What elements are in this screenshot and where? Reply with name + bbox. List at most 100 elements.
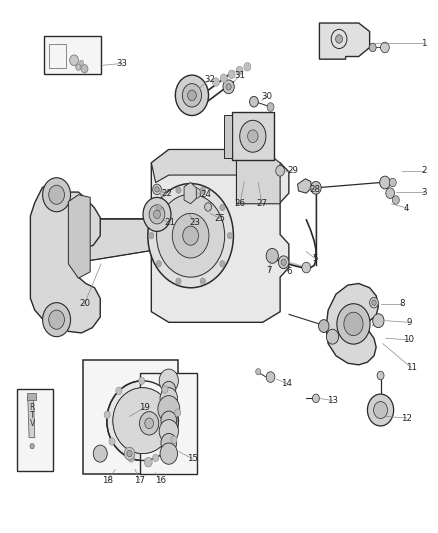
Text: 25: 25 bbox=[214, 214, 226, 223]
Circle shape bbox=[389, 178, 396, 187]
Circle shape bbox=[200, 187, 205, 193]
Circle shape bbox=[171, 436, 177, 443]
Text: 19: 19 bbox=[139, 403, 150, 412]
Circle shape bbox=[160, 387, 177, 409]
Polygon shape bbox=[28, 395, 35, 438]
Circle shape bbox=[192, 188, 201, 198]
Circle shape bbox=[148, 183, 233, 288]
Circle shape bbox=[228, 70, 235, 79]
Text: 30: 30 bbox=[261, 92, 272, 101]
Circle shape bbox=[175, 409, 181, 416]
Circle shape bbox=[160, 443, 177, 464]
Circle shape bbox=[176, 187, 181, 193]
Text: 14: 14 bbox=[281, 379, 292, 388]
Polygon shape bbox=[224, 115, 232, 158]
Polygon shape bbox=[68, 195, 90, 278]
Circle shape bbox=[392, 196, 399, 204]
Text: 7: 7 bbox=[266, 266, 272, 275]
Text: 16: 16 bbox=[155, 476, 166, 484]
Circle shape bbox=[175, 75, 208, 116]
Text: 1: 1 bbox=[421, 39, 427, 48]
Circle shape bbox=[226, 84, 231, 90]
Circle shape bbox=[377, 371, 384, 379]
Circle shape bbox=[79, 60, 84, 66]
Text: V: V bbox=[29, 419, 35, 428]
Text: 17: 17 bbox=[134, 476, 145, 484]
Text: 22: 22 bbox=[161, 189, 172, 198]
Circle shape bbox=[370, 297, 378, 308]
Circle shape bbox=[256, 368, 261, 375]
Circle shape bbox=[266, 372, 275, 382]
Text: 18: 18 bbox=[102, 476, 113, 484]
Circle shape bbox=[155, 187, 159, 192]
Text: 12: 12 bbox=[401, 414, 412, 423]
Circle shape bbox=[227, 232, 233, 239]
Circle shape bbox=[220, 74, 227, 83]
Bar bbox=[141, 373, 197, 474]
Circle shape bbox=[212, 78, 219, 86]
Circle shape bbox=[380, 176, 390, 189]
Text: 5: 5 bbox=[312, 254, 318, 263]
Circle shape bbox=[49, 310, 64, 329]
Circle shape bbox=[281, 259, 286, 265]
Circle shape bbox=[161, 433, 177, 453]
Circle shape bbox=[42, 303, 71, 337]
Text: 4: 4 bbox=[404, 204, 410, 213]
Circle shape bbox=[223, 80, 234, 94]
Circle shape bbox=[367, 394, 394, 426]
Bar bbox=[83, 360, 178, 474]
Circle shape bbox=[183, 226, 198, 245]
Circle shape bbox=[276, 165, 285, 176]
Text: 29: 29 bbox=[287, 166, 298, 175]
Text: 27: 27 bbox=[256, 199, 267, 208]
Text: 32: 32 bbox=[204, 75, 215, 84]
Circle shape bbox=[128, 455, 134, 462]
Text: 21: 21 bbox=[165, 219, 176, 228]
Circle shape bbox=[381, 42, 389, 53]
Text: 24: 24 bbox=[201, 190, 212, 199]
Circle shape bbox=[156, 194, 225, 277]
Circle shape bbox=[318, 320, 329, 333]
Circle shape bbox=[152, 454, 159, 462]
Circle shape bbox=[109, 438, 115, 445]
Circle shape bbox=[200, 278, 205, 285]
Circle shape bbox=[244, 62, 251, 71]
Circle shape bbox=[205, 203, 212, 211]
Text: R: R bbox=[29, 403, 35, 412]
Circle shape bbox=[70, 55, 78, 66]
Circle shape bbox=[311, 181, 321, 194]
Circle shape bbox=[138, 377, 145, 384]
Circle shape bbox=[236, 66, 243, 75]
Circle shape bbox=[176, 278, 181, 285]
Circle shape bbox=[145, 418, 153, 429]
Bar bbox=[49, 44, 66, 68]
Polygon shape bbox=[151, 150, 289, 322]
Circle shape bbox=[247, 130, 258, 143]
Circle shape bbox=[153, 210, 160, 219]
Text: 33: 33 bbox=[117, 59, 127, 68]
Text: 20: 20 bbox=[79, 299, 90, 308]
Circle shape bbox=[187, 90, 196, 101]
Circle shape bbox=[116, 387, 122, 394]
Circle shape bbox=[267, 103, 274, 111]
Text: 28: 28 bbox=[310, 185, 321, 194]
Polygon shape bbox=[57, 219, 151, 262]
Circle shape bbox=[372, 300, 376, 305]
Text: 15: 15 bbox=[187, 455, 198, 463]
Text: 3: 3 bbox=[421, 188, 427, 197]
Circle shape bbox=[145, 457, 152, 467]
Circle shape bbox=[143, 197, 171, 231]
Circle shape bbox=[149, 232, 154, 239]
Polygon shape bbox=[237, 150, 280, 204]
Ellipse shape bbox=[107, 381, 178, 461]
Circle shape bbox=[374, 401, 388, 418]
Bar bbox=[232, 112, 274, 160]
Circle shape bbox=[160, 189, 166, 197]
Polygon shape bbox=[151, 150, 263, 182]
Text: 11: 11 bbox=[406, 363, 417, 372]
Circle shape bbox=[159, 369, 178, 392]
Circle shape bbox=[127, 450, 132, 457]
Text: 26: 26 bbox=[234, 199, 245, 208]
Circle shape bbox=[337, 304, 370, 344]
Polygon shape bbox=[319, 23, 370, 59]
